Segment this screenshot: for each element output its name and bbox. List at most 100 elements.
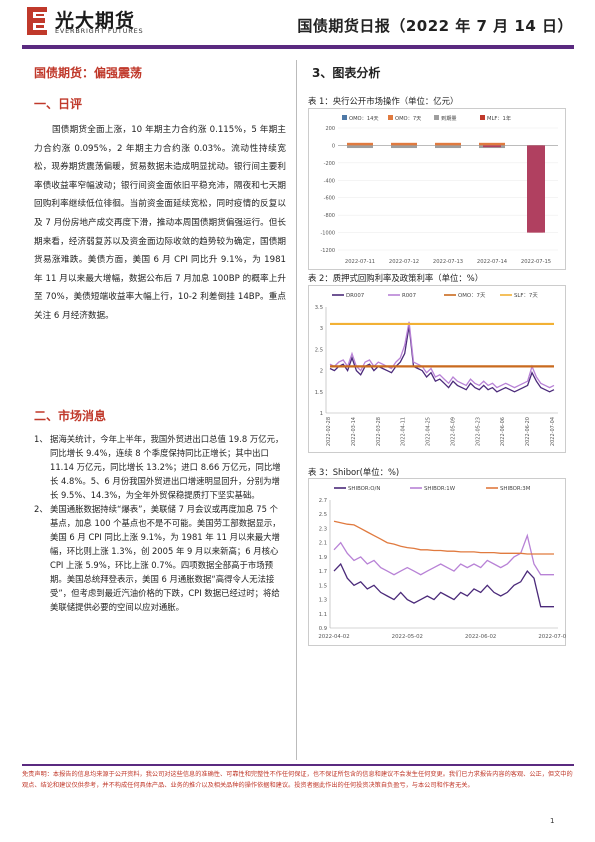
y-tick-label: 1	[320, 411, 323, 417]
y-tick-label: 3	[320, 326, 323, 332]
x-tick-label: 2022-07-13	[433, 259, 463, 265]
logo-mark-icon	[24, 5, 50, 37]
x-tick-label: 2022-07-02	[538, 634, 566, 640]
y-tick-label: -400	[324, 178, 335, 184]
bar	[391, 142, 417, 146]
x-tick-label: 2022-05-02	[392, 634, 423, 640]
list-item: 2、 美国通胀数据持续“爆表”，美联储 7 月会议或再度加息 75 个基点，加息…	[34, 502, 286, 614]
chart-frame	[308, 285, 566, 453]
legend-swatch	[434, 115, 439, 120]
legend-swatch	[342, 115, 347, 120]
y-tick-label: 1.5	[315, 390, 323, 396]
y-tick-label: -200	[324, 161, 335, 167]
x-tick-label: 2022-07-04	[550, 417, 556, 446]
legend-swatch	[388, 115, 393, 120]
brand-name-en: EVERBRIGHT FUTURES	[55, 27, 144, 35]
legend-label: SHIBOR:1W	[424, 486, 456, 492]
y-tick-label: -600	[324, 196, 335, 202]
legend-label: DR007	[346, 293, 364, 299]
x-tick-label: 2022-06-06	[500, 417, 506, 446]
chart3-caption: 表 3：Shibor(单位：%)	[308, 467, 400, 477]
list-item: 1、 据海关统计，今年上半年，我国外贸进出口总值 19.8 万亿元，同比增长 9…	[34, 432, 286, 502]
x-tick-label: 2022-04-02	[318, 634, 349, 640]
series-line	[333, 562, 554, 608]
legend-label: R007	[402, 293, 416, 299]
bar	[435, 142, 461, 146]
y-tick-label: -800	[324, 213, 335, 219]
y-tick-label: 2	[320, 369, 323, 375]
x-tick-label: 2022-04-25	[426, 417, 432, 446]
x-tick-label: 2022-06-02	[465, 634, 496, 640]
net-bar	[527, 145, 545, 233]
y-tick-label: 2.3	[319, 526, 327, 532]
news-text: 美国通胀数据持续“爆表”，美联储 7 月会议或再度加息 75 个基点，加息 10…	[50, 504, 281, 612]
y-tick-label: 2.5	[319, 512, 327, 518]
series-line	[329, 321, 555, 389]
bar	[347, 142, 373, 146]
legend-label: OMO：14天	[349, 115, 379, 122]
news-text: 据海关统计，今年上半年，我国外贸进出口总值 19.8 万亿元，同比增长 9.4%…	[50, 434, 284, 500]
x-tick-label: 2022-02-28	[326, 417, 332, 446]
y-tick-label: 1.3	[319, 598, 327, 604]
section-market-news-title: 二、市场消息	[34, 409, 107, 423]
x-tick-label: 2022-03-28	[376, 417, 382, 446]
x-tick-label: 2022-07-14	[477, 259, 508, 265]
series-line	[333, 520, 554, 555]
header-divider	[22, 45, 574, 49]
x-tick-label: 2022-04-11	[401, 417, 407, 446]
market-news-list: 1、 据海关统计，今年上半年，我国外贸进出口总值 19.8 万亿元，同比增长 9…	[34, 432, 286, 614]
omo-operations-chart: -1200 -1000 -800 -600 -400 -200 0 200 OMO：14天 OMO…	[308, 108, 566, 270]
report-title: 国债期货日报（2022 年 7 月 14 日）	[297, 17, 573, 35]
disclaimer: 免责声明：本报告的信息均来源于公开资料，我公司对这些信息的准确性、可靠性和完整性…	[22, 771, 573, 789]
repo-rate-chart: 1 1.5 2 2.5 3 3.5 DR007 R007 OMO：7天 SLF：7天 2022-02…	[308, 285, 566, 453]
y-tick-label: 2.1	[319, 541, 327, 547]
y-tick-label: 1.7	[319, 569, 327, 575]
legend-label: SHIBOR:O/N	[348, 486, 380, 492]
shibor-chart: 0.9 1.1 1.3 1.5 1.7 1.9 2.1 2.3 2.5 2.7 SHIBOR:O/N…	[308, 478, 566, 646]
news-number: 2、	[34, 504, 48, 514]
series-line	[333, 533, 554, 576]
y-tick-label: 0	[332, 143, 335, 149]
y-tick-label: 2.7	[319, 498, 327, 504]
legend-label: OMO：7天	[395, 115, 421, 122]
y-tick-label: 1.5	[319, 583, 327, 589]
x-tick-label: 2022-07-15	[521, 259, 551, 265]
legend-label: 到期量	[441, 115, 457, 122]
page-number: 1	[550, 817, 555, 825]
y-tick-label: 0.9	[319, 626, 327, 632]
x-tick-label: 2022-07-12	[389, 259, 419, 265]
x-tick-label: 2022-03-14	[351, 417, 357, 446]
y-tick-label: 1.9	[319, 555, 327, 561]
footer-divider	[22, 764, 574, 766]
y-tick-label: 3.5	[315, 305, 323, 311]
chart1-caption: 表 1：央行公开市场操作（单位：亿元）	[308, 96, 459, 106]
main-title: 国债期货：偏强震荡	[34, 66, 143, 80]
news-number: 1、	[34, 434, 48, 444]
legend-label: SHIBOR:3M	[500, 486, 531, 492]
x-tick-label: 2022-05-23	[475, 417, 481, 446]
x-tick-label: 2022-06-20	[525, 417, 531, 446]
bar	[347, 145, 373, 149]
legend-label: OMO：7天	[458, 292, 486, 299]
x-tick-label: 2022-05-09	[450, 417, 456, 446]
chart-frame	[308, 108, 566, 270]
y-tick-label: -1200	[320, 248, 335, 254]
y-tick-label: -1000	[320, 231, 335, 237]
section-daily-review-title: 一、日评	[34, 97, 83, 111]
chart2-caption: 表 2：质押式回购利率及政策利率（单位：%）	[308, 273, 484, 283]
y-tick-label: 2.5	[315, 347, 323, 353]
legend-label: MLF：1年	[487, 114, 511, 122]
net-bar	[483, 145, 501, 148]
y-tick-label: 200	[325, 126, 335, 132]
bar	[435, 145, 461, 149]
chart-frame	[308, 478, 566, 646]
bar	[391, 145, 417, 149]
x-tick-label: 2022-07-11	[345, 259, 375, 265]
logo	[24, 5, 50, 37]
legend-swatch	[480, 115, 485, 120]
y-tick-label: 1.1	[319, 612, 327, 618]
section-chart-analysis-title: 3、图表分析	[312, 66, 381, 80]
bar	[479, 142, 505, 146]
brand-name-cn: 光大期货	[55, 10, 136, 32]
column-divider	[296, 60, 297, 760]
